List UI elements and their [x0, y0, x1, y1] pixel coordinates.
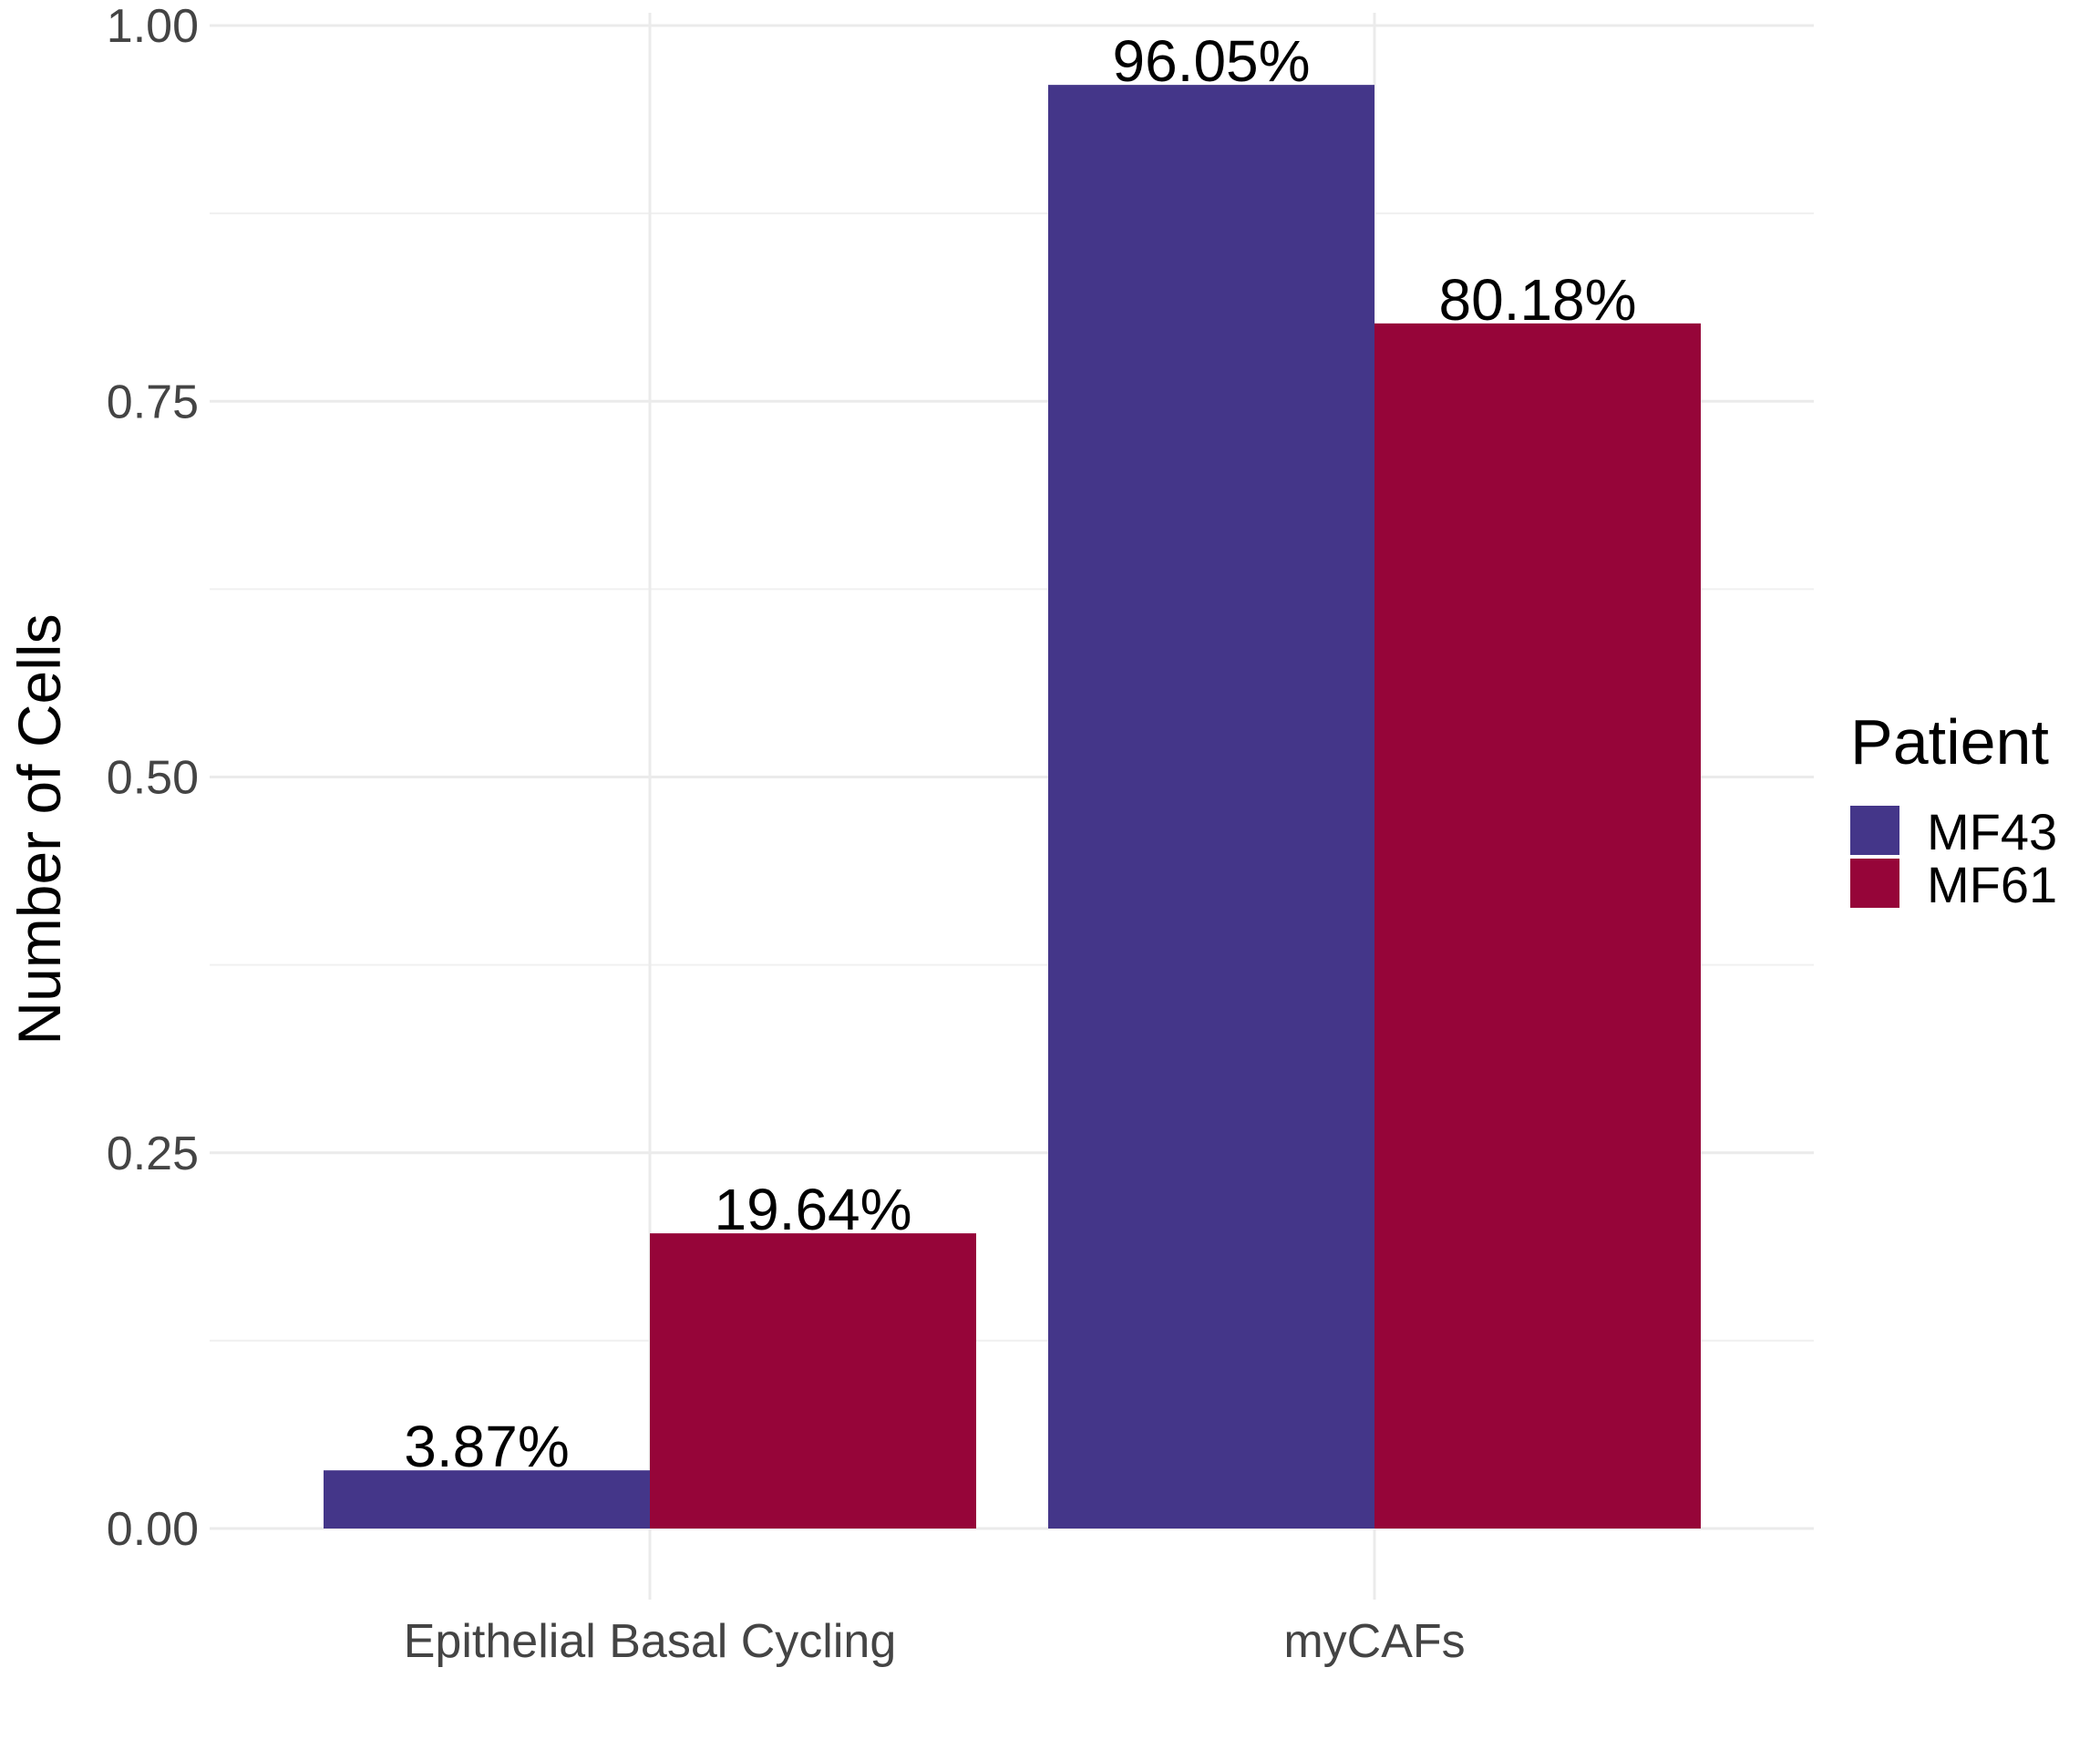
- bar-value-label: 3.87%: [404, 1414, 569, 1479]
- y-tick-label: 0.25: [107, 1127, 199, 1180]
- legend-label-mf43: MF43: [1927, 803, 2057, 860]
- y-axis-title: Number of Cells: [5, 613, 73, 1045]
- y-tick-label: 0.75: [107, 376, 199, 428]
- legend-label-mf61: MF61: [1927, 856, 2057, 913]
- bar-value-label: 96.05%: [1112, 28, 1310, 94]
- bar-value-label: 19.64%: [714, 1177, 911, 1242]
- x-tick-label: Epithelial Basal Cycling: [404, 1615, 897, 1668]
- bar-mf43-2: [1048, 85, 1374, 1529]
- legend-key-mf61: [1850, 859, 1899, 908]
- legend-title: Patient: [1850, 706, 2049, 777]
- y-tick-label: 1.00: [107, 0, 199, 53]
- y-axis: 0.00 0.25 0.50 0.75 1.00: [107, 0, 199, 1556]
- y-tick-label: 0.50: [107, 752, 199, 805]
- y-tick-label: 0.00: [107, 1503, 199, 1556]
- x-tick-label: myCAFs: [1283, 1615, 1465, 1668]
- legend-key-mf43: [1850, 806, 1899, 855]
- x-axis: Epithelial Basal Cycling myCAFs: [404, 1615, 1466, 1668]
- bar-value-label: 80.18%: [1438, 267, 1636, 333]
- bar-labels: 3.87% 19.64% 96.05% 80.18%: [404, 28, 1636, 1479]
- bar-mf61-1: [650, 1233, 976, 1529]
- bar-mf61-2: [1374, 323, 1701, 1529]
- bar-mf43-1: [324, 1470, 650, 1529]
- bars: [324, 85, 1701, 1529]
